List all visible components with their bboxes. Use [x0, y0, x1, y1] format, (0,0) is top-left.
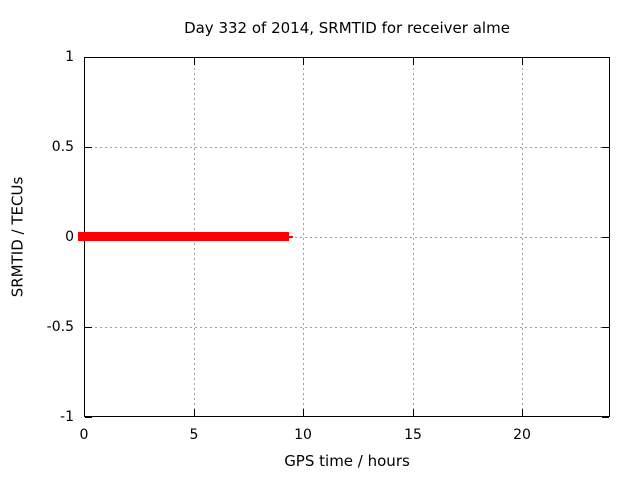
x-tick-mark-bottom: [84, 409, 85, 416]
x-tick-label: 10: [294, 427, 312, 443]
x-tick-mark-top: [303, 58, 304, 65]
y-tick-mark-left: [85, 147, 92, 148]
y-tick-label: 0: [65, 229, 74, 245]
x-tick-mark-bottom: [522, 409, 523, 416]
y-gridline: [85, 147, 609, 148]
x-tick-mark-bottom: [303, 409, 304, 416]
x-tick-label: 5: [189, 427, 199, 443]
x-tick-label: 0: [79, 427, 89, 443]
x-tick-mark-bottom: [413, 409, 414, 416]
y-axis-label: SRMTID / TECUs: [8, 176, 26, 298]
y-tick-label: 1: [65, 49, 74, 65]
y-tick-mark-right: [602, 417, 609, 418]
y-gridline: [85, 327, 609, 328]
x-tick-mark-top: [413, 58, 414, 65]
x-tick-mark-top: [522, 58, 523, 65]
x-tick-label: 15: [404, 427, 422, 443]
y-tick-mark-right: [602, 57, 609, 58]
x-tick-mark-top: [84, 58, 85, 65]
y-tick-mark-left: [85, 417, 92, 418]
y-tick-mark-right: [602, 147, 609, 148]
y-tick-mark-left: [85, 327, 92, 328]
y-tick-label: -0.5: [46, 319, 74, 335]
x-tick-label: 20: [513, 427, 531, 443]
chart-title: Day 332 of 2014, SRMTID for receiver alm…: [184, 19, 510, 37]
y-tick-mark-right: [602, 327, 609, 328]
x-tick-mark-bottom: [194, 409, 195, 416]
series-line-end-nub: [288, 236, 293, 238]
y-tick-mark-left: [85, 57, 92, 58]
x-axis-label: GPS time / hours: [284, 452, 410, 470]
y-gridline: [85, 237, 609, 238]
series-line-srmtid: [78, 232, 289, 241]
y-tick-label: 0.5: [51, 139, 74, 155]
y-tick-mark-right: [602, 237, 609, 238]
x-tick-mark-top: [194, 58, 195, 65]
y-tick-label: -1: [60, 409, 74, 425]
